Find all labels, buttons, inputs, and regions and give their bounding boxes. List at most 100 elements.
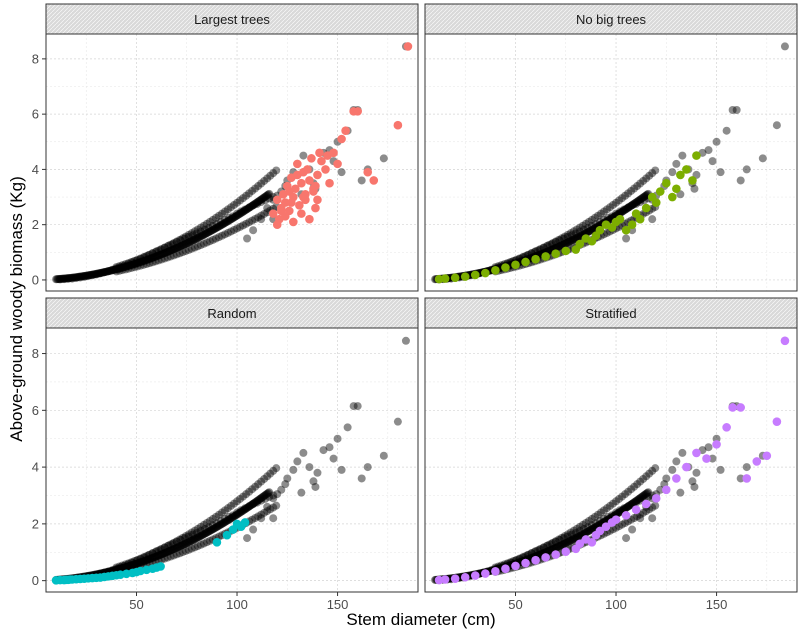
sample-point <box>276 206 286 216</box>
tree-point <box>263 507 272 516</box>
tree-point <box>162 248 171 257</box>
tree-point <box>205 526 214 535</box>
tree-point <box>639 193 648 202</box>
tree-point <box>64 274 73 283</box>
tree-point <box>208 225 217 234</box>
tree-point <box>564 537 573 546</box>
sample-point <box>450 574 460 583</box>
sample-point <box>289 217 298 227</box>
tree-point <box>229 513 238 522</box>
sample-point <box>460 272 470 281</box>
tree-point <box>119 263 128 272</box>
sample-point <box>295 201 304 210</box>
tree-point <box>569 235 578 244</box>
tree-point <box>252 497 261 506</box>
sample-point <box>323 151 332 160</box>
tree-point <box>678 448 687 457</box>
tree-point <box>160 543 169 552</box>
tree-point <box>259 194 268 203</box>
tree-point <box>78 272 87 281</box>
tree-point <box>124 559 133 568</box>
tree-point <box>239 506 248 515</box>
tree-point <box>172 243 181 252</box>
tree-point <box>187 528 196 537</box>
tree-point <box>180 234 189 243</box>
tree-point <box>163 553 172 562</box>
tree-point <box>245 218 254 227</box>
tree-point <box>224 213 233 222</box>
tree-point <box>619 207 628 216</box>
tree-point <box>230 200 239 209</box>
tree-point <box>181 239 190 248</box>
tree-point <box>217 231 226 240</box>
tree-point <box>551 537 560 546</box>
tree-point <box>233 497 242 506</box>
tree-point <box>624 487 633 496</box>
tree-point <box>645 171 654 180</box>
sample-point <box>615 214 625 224</box>
tree-point <box>588 225 597 234</box>
tree-point <box>253 496 262 505</box>
tree-point <box>148 258 157 267</box>
tree-point <box>235 210 244 219</box>
tree-point <box>553 542 562 551</box>
tree-point <box>128 260 137 269</box>
tree-point <box>170 544 179 553</box>
tree-point <box>188 536 197 545</box>
tree-point <box>208 514 217 523</box>
tree-point <box>148 249 157 258</box>
tree-point <box>357 176 366 185</box>
tree-point <box>220 230 229 239</box>
tree-point <box>357 474 366 483</box>
tree-point <box>159 249 168 258</box>
tree-point <box>572 524 581 533</box>
tree-point <box>585 526 594 535</box>
tree-point <box>551 237 560 246</box>
tree-point <box>166 540 175 549</box>
tree-point <box>253 199 262 208</box>
tree-point <box>160 549 169 558</box>
tree-point <box>130 260 139 269</box>
tree-point <box>190 243 199 252</box>
tree-point <box>175 249 184 258</box>
tree-point <box>91 270 100 279</box>
tree-point <box>564 237 573 246</box>
tree-point <box>379 451 388 460</box>
tree-point <box>151 552 160 561</box>
plot-area <box>46 34 418 291</box>
tree-point <box>245 502 254 511</box>
tree-point <box>110 265 119 274</box>
tree-point <box>251 199 260 208</box>
tree-point <box>230 512 239 521</box>
tree-point <box>136 558 145 567</box>
tree-point <box>162 548 171 557</box>
x-tick-label: 100 <box>605 597 627 612</box>
sample-point <box>672 184 681 194</box>
tree-point <box>65 274 74 283</box>
tree-point <box>178 241 187 250</box>
sample-point <box>311 203 320 213</box>
tree-point <box>130 263 139 272</box>
tree-point <box>204 527 213 536</box>
tree-point <box>225 514 234 523</box>
tree-point <box>563 530 572 539</box>
tree-point <box>524 550 533 559</box>
tree-point <box>319 446 328 455</box>
tree-point <box>251 514 260 523</box>
tree-point <box>636 195 645 204</box>
tree-point <box>154 256 163 265</box>
tree-point <box>188 530 197 539</box>
sample-point <box>272 195 282 205</box>
tree-point <box>588 524 597 533</box>
tree-point <box>239 221 248 230</box>
tree-point <box>145 550 154 559</box>
tree-point <box>231 212 240 221</box>
tree-point <box>217 220 226 229</box>
tree-point <box>202 518 211 527</box>
tree-point <box>639 491 648 500</box>
sample-point <box>521 257 530 267</box>
tree-point <box>622 503 631 512</box>
tree-point <box>229 511 238 520</box>
tree-point <box>211 234 220 243</box>
tree-point <box>121 262 130 271</box>
